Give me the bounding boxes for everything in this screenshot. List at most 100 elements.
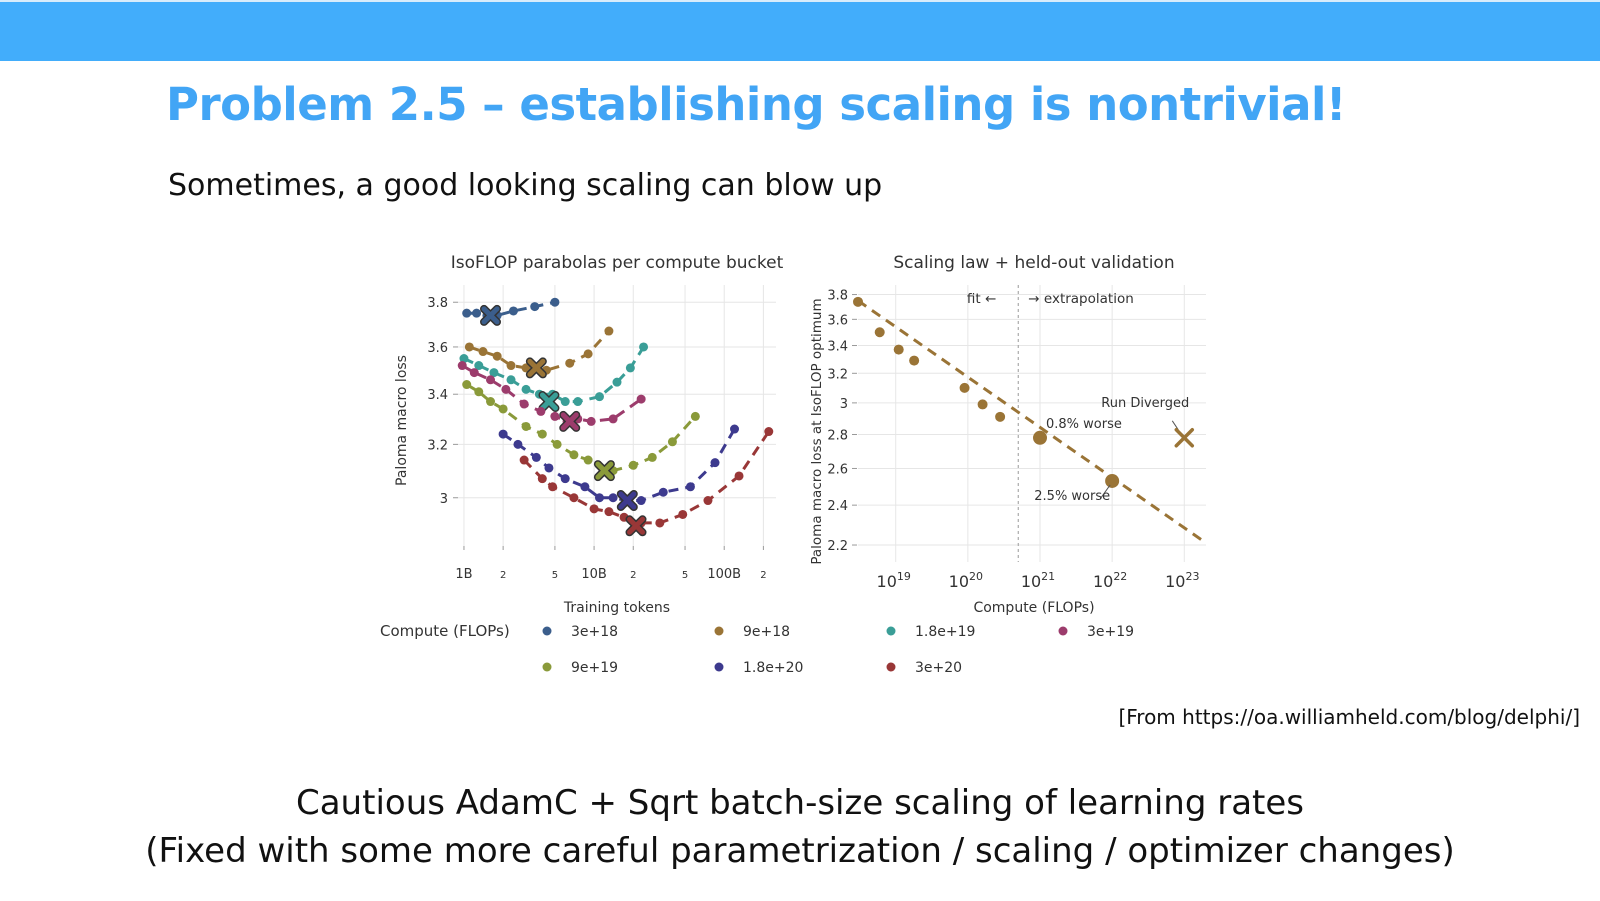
chart1-data-point: [594, 493, 604, 503]
chart1-x-tick-label: 2: [500, 570, 506, 581]
chart2-extrapolation-label: → extrapolation: [1028, 291, 1134, 307]
chart1-data-point: [569, 493, 579, 503]
chart1-x-tick-label: 2: [630, 570, 636, 581]
chart1-data-point: [589, 504, 599, 514]
legend-swatch: [886, 626, 896, 636]
chart1-data-point: [639, 342, 649, 352]
chart1-data-point: [569, 450, 579, 460]
chart1-optimum-marker-stroke-b: [481, 306, 500, 325]
chart2-y-tick-label: 3.2: [827, 367, 848, 382]
chart1-optimum-marker: [480, 304, 502, 326]
chart1-optimum-marker-stroke-b: [560, 412, 579, 431]
chart1-data-point: [506, 375, 516, 385]
chart1-x-tick-label: 1B: [455, 567, 472, 582]
chart1-x-axis-label: Training tokens: [563, 600, 670, 616]
chart1-optimum-marker-stroke-b: [527, 358, 546, 377]
legend-label: 1.8e+19: [915, 624, 975, 640]
chart1-data-point: [560, 474, 570, 484]
chart2-fit-point: [909, 355, 920, 366]
chart2-annotation-leader: [1171, 420, 1179, 431]
chart1-optimum-marker-stroke-b: [618, 491, 637, 510]
chart2-y-tick-label: 3.4: [827, 340, 848, 355]
chart1-optimum-marker-stroke-b: [595, 461, 614, 480]
legend-label: 3e+19: [1087, 624, 1134, 640]
chart1-data-point: [462, 308, 472, 318]
chart1-optimum-marker: [538, 391, 560, 413]
chart1-optimum-marker: [593, 460, 615, 482]
chart1-data-point: [667, 437, 677, 447]
chart1-series-1.8e+20: [498, 424, 740, 512]
chart1-series-line: [468, 329, 611, 372]
chart1-data-point: [685, 482, 695, 492]
chart1-data-point: [478, 347, 488, 357]
chart2-y-tick-label: 2.6: [827, 462, 848, 477]
isoflop-chart: IsoFLOP parabolas per compute bucket 1B 2 5…: [394, 253, 784, 616]
chart1-data-point: [565, 358, 575, 368]
chart2-fit-point: [995, 411, 1006, 422]
chart1-data-point: [537, 429, 547, 439]
chart1-x-tick-label: 10B: [581, 567, 606, 582]
chart2-fit-point: [893, 344, 904, 355]
chart1-data-point: [498, 429, 508, 439]
legend-label: 1.8e+20: [743, 660, 803, 676]
chart1-data-point: [544, 463, 554, 473]
chart2-fit-point: [853, 296, 863, 307]
chart1-data-point: [506, 361, 516, 371]
chart1-data-point: [550, 297, 560, 307]
chart1-series-9e+18: [464, 326, 614, 379]
chart1-data-point: [530, 302, 540, 312]
chart2-x-tick-label: 1019: [877, 570, 911, 591]
chart1-series-3e+20: [519, 427, 774, 537]
chart1-optimum-marker: [625, 515, 647, 537]
chart1-data-point: [710, 458, 720, 468]
chart1-optimum-marker-stroke-b: [627, 516, 646, 535]
chart2-y-tick-label: 2.8: [827, 429, 848, 444]
chart1-y-tick-label: 3: [440, 492, 448, 507]
legend-swatch: [542, 662, 552, 672]
chart1-data-point: [625, 363, 635, 373]
chart1-data-point: [586, 416, 596, 426]
chart2-x-tick-label: 1022: [1093, 570, 1127, 591]
chart1-data-point: [462, 380, 472, 390]
legend-label: 9e+19: [571, 660, 618, 676]
legend-title: Compute (FLOPs): [380, 622, 510, 640]
chart1-y-tick-label: 3.2: [427, 438, 448, 453]
chart1-y-tick-label: 3.4: [427, 388, 448, 403]
chart1-data-point: [457, 361, 467, 371]
chart1-y-tick-label: 3.8: [427, 296, 448, 311]
chart1-title: IsoFLOP parabolas per compute bucket: [451, 253, 784, 273]
legend-swatch: [886, 662, 896, 672]
chart1-data-point: [594, 392, 604, 402]
chart1-data-point: [608, 414, 618, 424]
chart1-data-point: [492, 351, 502, 361]
chart1-series-1.8e+19: [459, 342, 649, 413]
chart2-diverged-stroke-b: [1174, 428, 1195, 448]
legend-swatch: [542, 626, 552, 636]
chart1-data-point: [658, 487, 668, 497]
chart1-data-point: [604, 326, 614, 336]
chart2-heldout-point: [1105, 473, 1120, 488]
slide-subtitle: Sometimes, a good looking scaling can bl…: [168, 168, 883, 203]
chart1-series-3e+18: [462, 297, 560, 326]
legend: Compute (FLOPs) 3e+18 9e+18 1.8e+19 3e+19 9e+…: [380, 622, 1134, 676]
legend-label: 3e+18: [571, 624, 618, 640]
chart2-y-tick-label: 2.2: [827, 539, 848, 554]
chart1-data-point: [548, 482, 558, 492]
chart1-data-point: [513, 439, 523, 449]
legend-label: 9e+18: [743, 624, 790, 640]
chart1-data-point: [636, 394, 646, 404]
chart1-y-axis-label: Paloma macro loss: [394, 355, 410, 486]
legend-label: 3e+20: [915, 660, 962, 676]
chart1-data-point: [536, 406, 546, 416]
legend-swatch: [1058, 626, 1068, 636]
chart1-series-line: [465, 383, 697, 473]
chart1-data-point: [508, 306, 518, 316]
chart1-data-point: [459, 354, 469, 364]
chart1-data-point: [519, 455, 529, 465]
chart1-data-point: [583, 455, 593, 465]
top-bar: [0, 0, 1600, 61]
chart1-data-point: [486, 375, 496, 385]
chart1-data-point: [560, 397, 570, 407]
chart1-data-point: [604, 507, 614, 517]
chart2-heldout-point: [1033, 430, 1048, 445]
